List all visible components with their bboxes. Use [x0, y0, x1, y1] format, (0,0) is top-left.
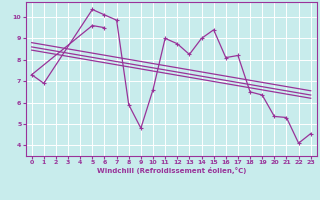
- X-axis label: Windchill (Refroidissement éolien,°C): Windchill (Refroidissement éolien,°C): [97, 167, 246, 174]
